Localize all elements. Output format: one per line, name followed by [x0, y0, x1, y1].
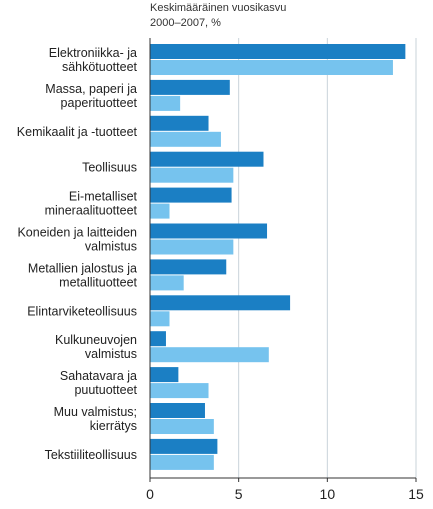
bar: [150, 347, 269, 363]
category-label: Ei-metalliset: [69, 190, 138, 204]
bar: [150, 187, 232, 203]
chart-subtitle: Keskimääräinen vuosikasvu: [150, 2, 286, 14]
category-label: valmistus: [85, 240, 137, 254]
category-label: paperituotteet: [61, 96, 138, 110]
category-label: Sahatavara ja: [60, 369, 137, 383]
bar: [150, 275, 184, 291]
bar: [150, 295, 291, 311]
category-label: puutuotteet: [74, 383, 137, 397]
category-label: Elintarviketeollisuus: [27, 304, 137, 318]
bar: [150, 60, 393, 75]
bar: [150, 454, 214, 470]
category-label: Tekstiiliteollisuus: [45, 448, 137, 462]
bar: [150, 438, 218, 454]
bar: [150, 131, 221, 147]
bar: [150, 151, 264, 167]
bar: [150, 419, 214, 434]
bar: [150, 223, 268, 239]
bar: [150, 367, 179, 383]
category-label: mineraalituotteet: [45, 204, 138, 218]
category-label: Koneiden ja laitteiden: [17, 226, 137, 240]
bar: [150, 203, 170, 219]
bar: [150, 239, 234, 255]
category-label: Teollisuus: [82, 161, 137, 175]
x-tick-label: 5: [235, 486, 243, 502]
bar: [150, 311, 170, 327]
chart-subtitle: 2000–2007, %: [150, 17, 221, 29]
x-tick-label: 0: [146, 486, 154, 502]
x-tick-label: 10: [320, 486, 336, 502]
category-label: kierrätys: [90, 419, 137, 433]
bar: [150, 383, 209, 399]
category-label: Muu valmistus;: [54, 405, 137, 419]
bar: [150, 167, 234, 183]
bar: [150, 79, 230, 95]
category-label: Metallien jalostus ja: [28, 261, 137, 275]
category-label: Elektroniikka- ja: [49, 46, 137, 60]
bar: [150, 115, 209, 131]
category-label: sähkötuotteet: [62, 60, 138, 74]
bar: [150, 331, 166, 347]
category-label: Kemikaalit ja -tuotteet: [17, 125, 138, 139]
bar: [150, 44, 406, 59]
category-label: Kulkuneuvojen: [55, 333, 137, 347]
bar: [150, 403, 205, 418]
category-label: valmistus: [85, 347, 137, 361]
category-label: metallituotteet: [59, 275, 137, 289]
bar: [150, 259, 227, 275]
category-label: Massa, paperi ja: [45, 82, 137, 96]
x-tick-label: 15: [408, 486, 424, 502]
bar: [150, 95, 181, 111]
